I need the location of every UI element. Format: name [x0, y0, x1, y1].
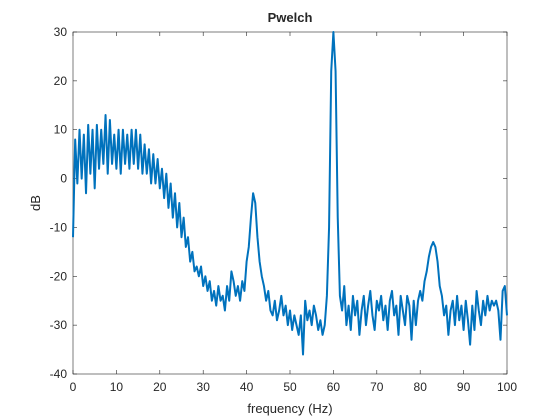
- x-tick-label: 100: [497, 380, 517, 394]
- plot-area: [72, 31, 508, 375]
- x-tick-label: 90: [457, 380, 471, 394]
- x-axis-label: frequency (Hz): [247, 401, 332, 416]
- y-tick-label: -40: [50, 367, 68, 381]
- x-tick-label: 80: [414, 380, 428, 394]
- x-tick-label: 40: [240, 380, 254, 394]
- y-tick-label: 0: [60, 172, 67, 186]
- x-tick-label: 60: [327, 380, 341, 394]
- x-tick-label: 0: [70, 380, 77, 394]
- data-line: [72, 31, 508, 356]
- y-tick-label: -30: [50, 318, 68, 332]
- x-tick-label: 50: [283, 380, 297, 394]
- y-tick-label: 10: [54, 123, 68, 137]
- y-tick-label: 20: [54, 74, 68, 88]
- y-tick-label: -10: [50, 220, 68, 234]
- y-tick-label: -20: [50, 269, 68, 283]
- y-axis-label: dB: [28, 195, 43, 211]
- x-tick-label: 30: [197, 380, 211, 394]
- x-tick-label: 10: [110, 380, 124, 394]
- x-tick-label: 70: [370, 380, 384, 394]
- chart-title: Pwelch: [268, 10, 313, 25]
- x-tick-label: 20: [153, 380, 167, 394]
- y-tick-label: 30: [54, 25, 68, 39]
